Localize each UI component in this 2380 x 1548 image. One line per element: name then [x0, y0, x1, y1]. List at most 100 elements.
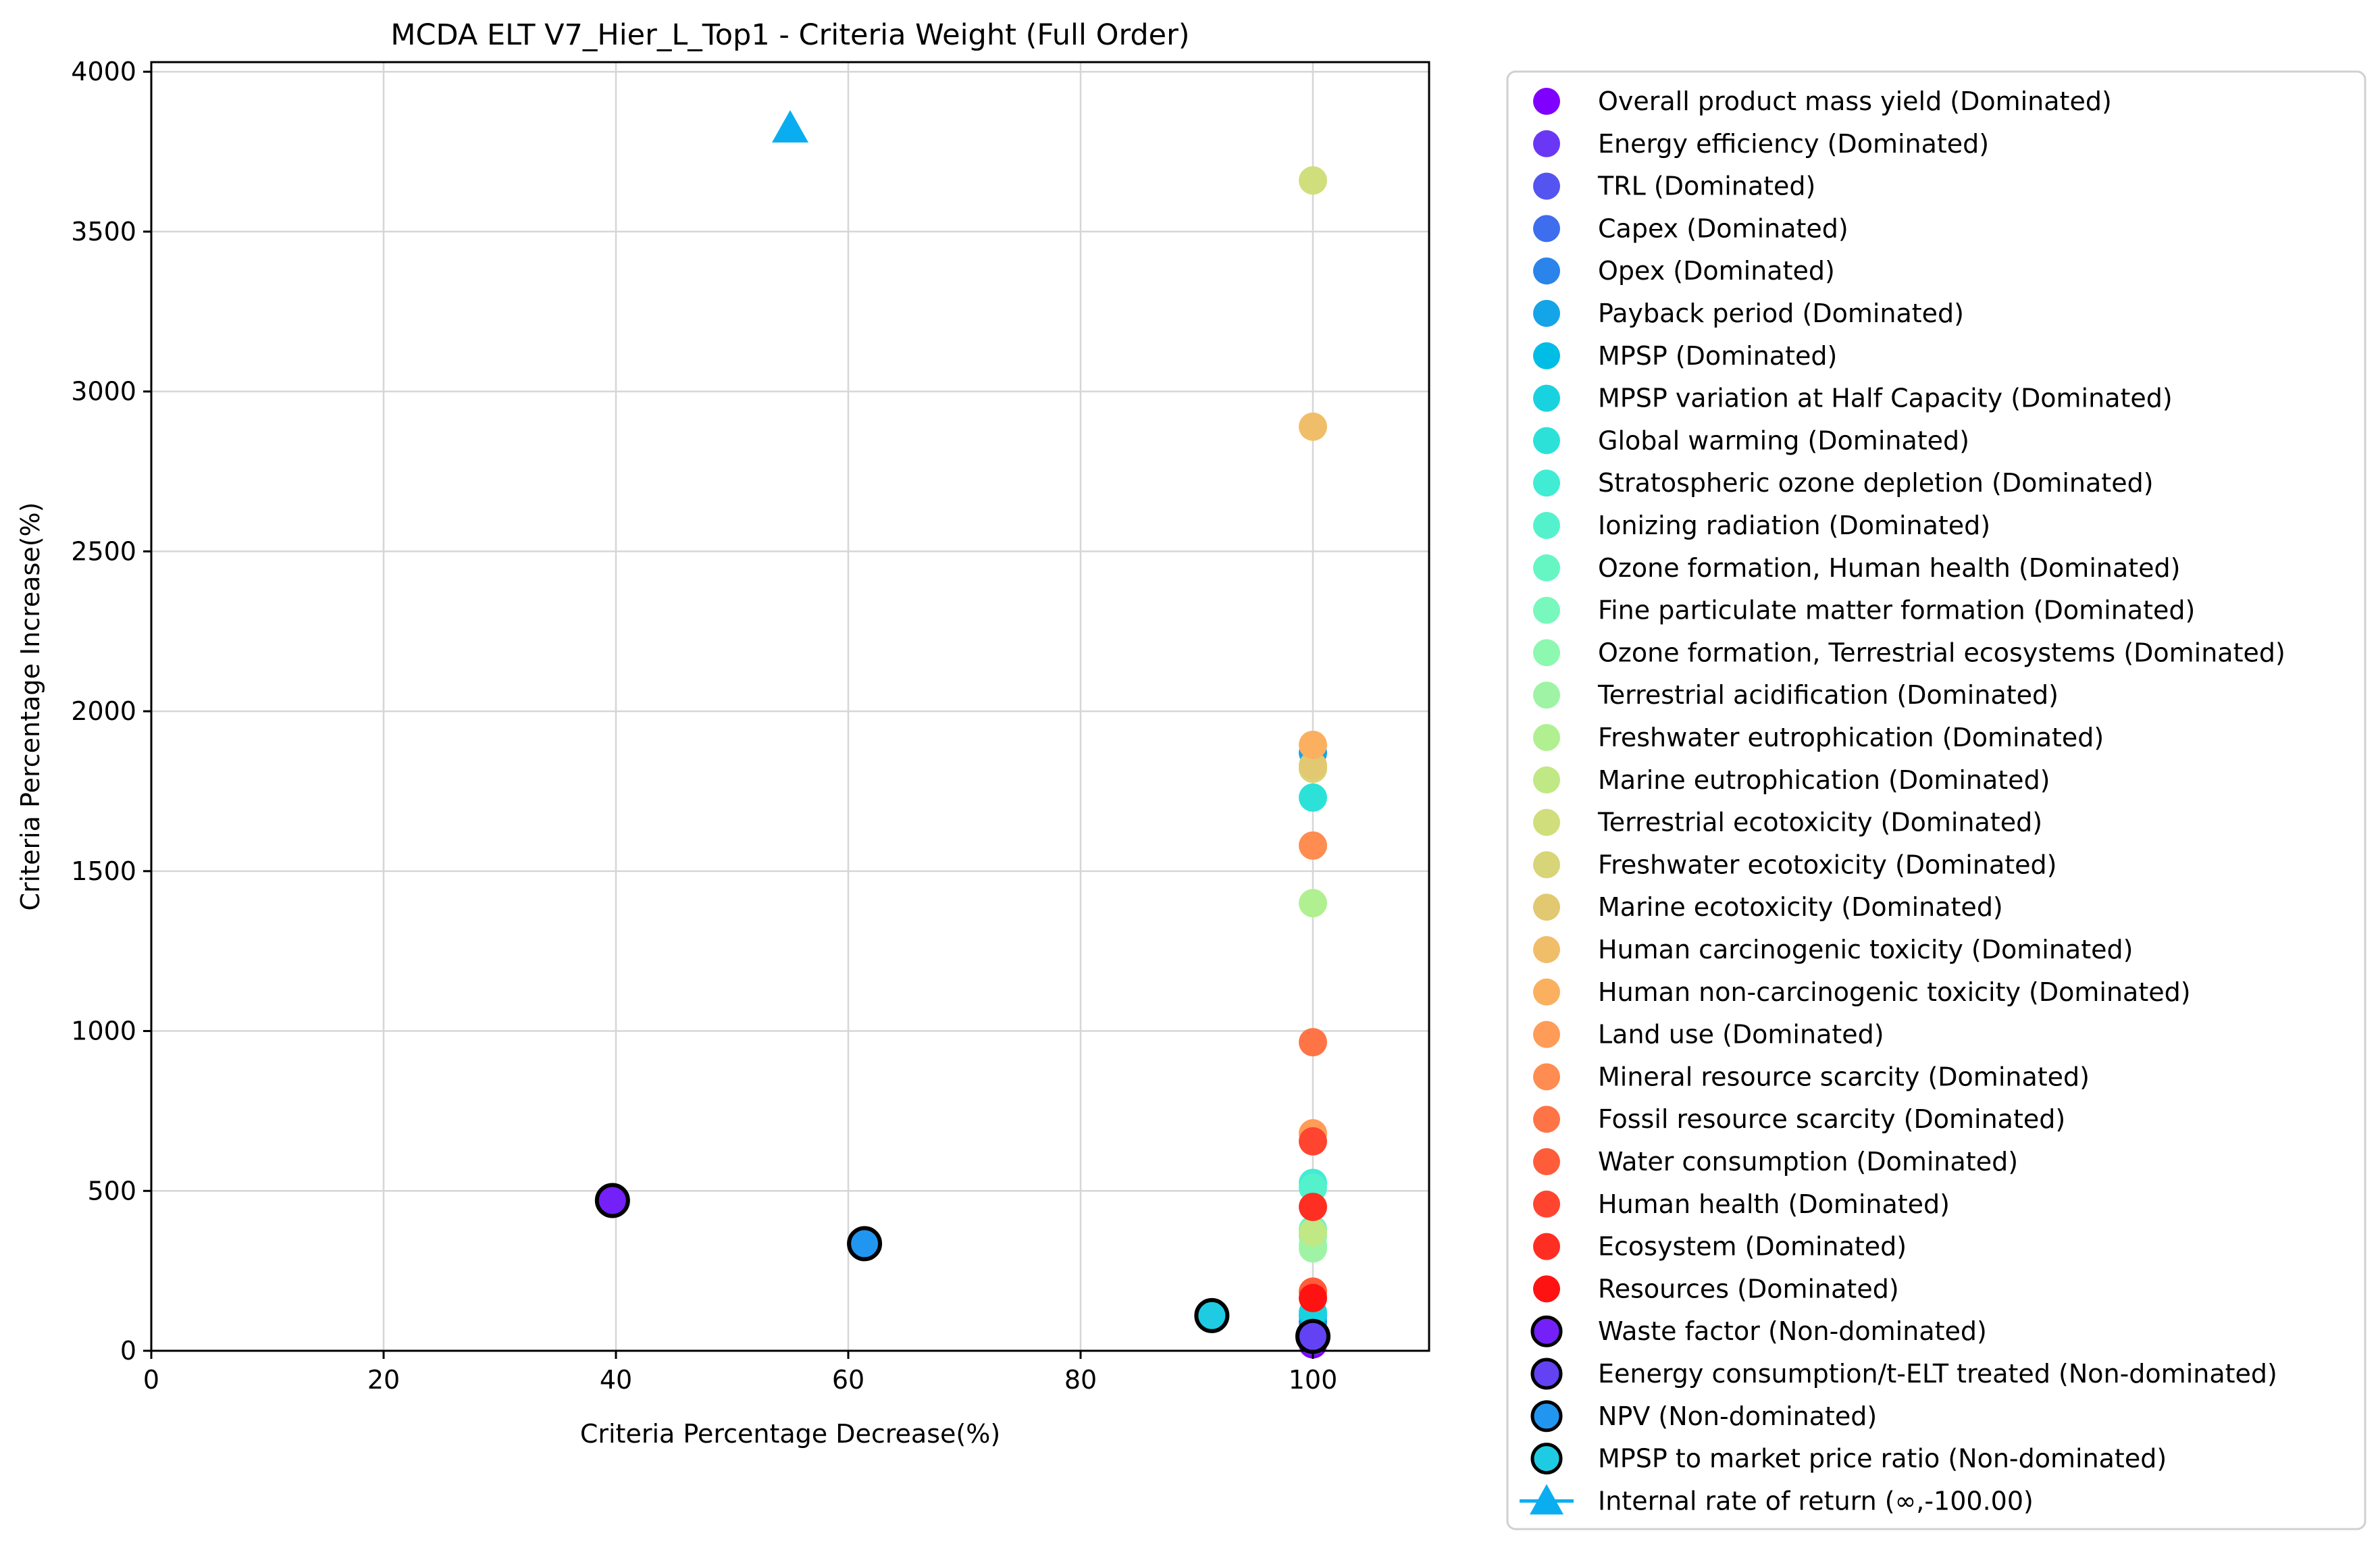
legend-entry: Terrestrial acidification (Dominated) [1533, 680, 2059, 710]
x-tick-label: 0 [143, 1365, 159, 1395]
legend-label: Global warming (Dominated) [1598, 425, 1969, 455]
legend-marker-non-dominated [1530, 1443, 1563, 1475]
legend-entry: Overall product mass yield (Dominated) [1533, 86, 2112, 116]
legend-entry: MPSP variation at Half Capacity (Dominat… [1533, 384, 2173, 413]
legend-entry: Ozone formation, Human health (Dominated… [1533, 553, 2180, 583]
data-points [594, 110, 1330, 1359]
legend-marker [1533, 130, 1560, 157]
data-point-triangle [772, 110, 808, 143]
legend-label: Ozone formation, Human health (Dominated… [1598, 553, 2180, 583]
legend-entry: Human carcinogenic toxicity (Dominated) [1533, 935, 2133, 964]
legend-label: Marine eutrophication (Dominated) [1598, 765, 2050, 795]
legend-marker-non-dominated [1530, 1400, 1563, 1433]
legend-label: Fossil resource scarcity (Dominated) [1598, 1104, 2065, 1134]
legend-marker [1533, 1275, 1560, 1303]
legend-entry: Fine particulate matter formation (Domin… [1533, 596, 2195, 625]
legend-label: Energy efficiency (Dominated) [1598, 129, 1989, 159]
legend-entry: Energy efficiency (Dominated) [1533, 129, 1989, 159]
legend-marker [1533, 427, 1560, 455]
legend-label: Payback period (Dominated) [1598, 299, 1964, 328]
x-axis-ticks: 0 20 40 60 80 100 [143, 1351, 1337, 1395]
legend-entry: Human health (Dominated) [1533, 1189, 1950, 1219]
grid-lines [150, 62, 1429, 1352]
legend-marker [1533, 1233, 1560, 1260]
legend-marker [1533, 681, 1560, 709]
legend-entry: Human non-carcinogenic toxicity (Dominat… [1533, 977, 2191, 1007]
legend-entry: Ecosystem (Dominated) [1533, 1232, 1907, 1262]
y-tick-label: 1500 [71, 856, 136, 886]
legend-label: Capex (Dominated) [1598, 213, 1848, 243]
data-point-dominated [1299, 751, 1327, 780]
legend-label: Opex (Dominated) [1598, 256, 1835, 286]
legend-entry: MPSP to market price ratio (Non-dominate… [1530, 1443, 2167, 1475]
legend-marker [1533, 88, 1560, 115]
legend-entry: Ionizing radiation (Dominated) [1533, 511, 1990, 540]
legend-marker [1533, 596, 1560, 624]
legend-marker [1533, 1148, 1560, 1175]
legend-marker-non-dominated [1530, 1358, 1563, 1390]
legend-entry: Capex (Dominated) [1533, 213, 1848, 243]
legend-entry: Resources (Dominated) [1533, 1274, 1899, 1304]
legend-entry: Internal rate of return (∞,-100.00) [1520, 1484, 2034, 1516]
legend-entry: Ozone formation, Terrestrial ecosystems … [1533, 638, 2285, 667]
legend-entry: Land use (Dominated) [1533, 1020, 1884, 1050]
legend-marker [1533, 1106, 1560, 1133]
legend-marker [1533, 300, 1560, 327]
x-tick-label: 80 [1064, 1365, 1097, 1395]
legend-entry: Fossil resource scarcity (Dominated) [1533, 1104, 2065, 1134]
legend-entry: Freshwater ecotoxicity (Dominated) [1533, 850, 2056, 879]
legend-marker [1533, 724, 1560, 751]
legend-entry: Water consumption (Dominated) [1533, 1147, 2018, 1177]
data-point-dominated [1299, 1028, 1327, 1057]
data-point-non-dominated [1295, 1318, 1330, 1354]
legend-marker [1533, 554, 1560, 582]
data-point-non-dominated [594, 1183, 630, 1218]
y-tick-label: 3500 [71, 217, 136, 247]
legend-marker [1533, 808, 1560, 836]
legend-marker [1533, 766, 1560, 794]
legend-marker [1533, 512, 1560, 539]
legend-label: Ozone formation, Terrestrial ecosystems … [1598, 638, 2285, 667]
legend-marker [1533, 1021, 1560, 1048]
legend-entry: Marine eutrophication (Dominated) [1533, 765, 2050, 795]
legend-label: TRL (Dominated) [1597, 172, 1815, 201]
legend-entry: Marine ecotoxicity (Dominated) [1533, 892, 2003, 922]
plot-frame [150, 61, 1430, 1352]
legend-box [1506, 70, 2366, 1530]
legend-label: MPSP (Dominated) [1598, 341, 1837, 371]
data-point-dominated [1299, 412, 1327, 441]
legend-entry: Global warming (Dominated) [1533, 425, 1969, 455]
y-tick-label: 1000 [71, 1016, 136, 1046]
legend-entry: Opex (Dominated) [1533, 256, 1835, 286]
legend-label: Terrestrial acidification (Dominated) [1597, 680, 2059, 710]
legend-marker [1533, 978, 1560, 1006]
legend-label: Mineral resource scarcity (Dominated) [1598, 1062, 2090, 1091]
legend-marker [1533, 257, 1560, 285]
data-point-dominated [1299, 1283, 1327, 1312]
legend-marker [1533, 1063, 1560, 1091]
legend-label: Freshwater eutrophication (Dominated) [1598, 723, 2104, 752]
legend-entry: MPSP (Dominated) [1533, 341, 1837, 371]
legend-label: Freshwater ecotoxicity (Dominated) [1598, 850, 2056, 879]
legend-label: Terrestrial ecotoxicity (Dominated) [1597, 808, 2042, 837]
legend-marker [1533, 894, 1560, 921]
data-point-dominated [1299, 889, 1327, 918]
legend-marker [1533, 172, 1560, 200]
y-axis-label: Criteria Percentage Increase(%) [16, 502, 45, 911]
x-tick-label: 20 [367, 1365, 400, 1395]
legend-label: MPSP to market price ratio (Non-dominate… [1598, 1444, 2167, 1474]
legend-marker [1533, 342, 1560, 369]
legend: Overall product mass yield (Dominated) En… [1506, 70, 2366, 1530]
legend-label: Ionizing radiation (Dominated) [1598, 511, 1990, 540]
data-point-non-dominated [1194, 1297, 1230, 1333]
y-tick-label: 2500 [71, 536, 136, 566]
legend-label: Resources (Dominated) [1598, 1274, 1899, 1304]
legend-label: Overall product mass yield (Dominated) [1598, 86, 2112, 116]
chart-title: MCDA ELT V7_Hier_L_Top1 - Criteria Weigh… [390, 18, 1189, 52]
legend-entry: Terrestrial ecotoxicity (Dominated) [1533, 808, 2042, 837]
legend-entry: NPV (Non-dominated) [1530, 1400, 1877, 1433]
legend-label: Marine ecotoxicity (Dominated) [1598, 892, 2003, 922]
y-tick-label: 2000 [71, 696, 136, 726]
legend-label: Eenergy consumption/t-ELT treated (Non-d… [1598, 1359, 2277, 1389]
